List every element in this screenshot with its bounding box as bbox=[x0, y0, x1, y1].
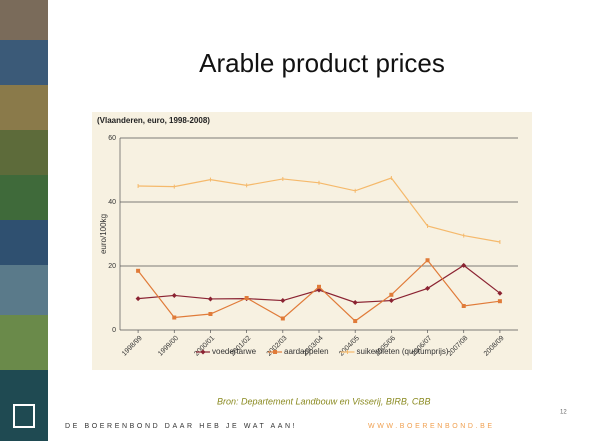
marker bbox=[280, 298, 286, 304]
marker bbox=[388, 298, 394, 304]
footer-url: WWW.BOERENBOND.BE bbox=[368, 423, 495, 430]
marker bbox=[389, 292, 394, 297]
marker bbox=[425, 258, 430, 263]
marker bbox=[461, 304, 466, 308]
legend-label: voedertarwe bbox=[212, 347, 257, 356]
marker bbox=[208, 312, 213, 316]
y-tick-label: 40 bbox=[108, 199, 116, 206]
photo bbox=[0, 265, 48, 315]
logo bbox=[13, 404, 35, 428]
chart-subtitle: (Vlaanderen, euro, 1998-2008) bbox=[97, 116, 210, 125]
photo bbox=[0, 130, 48, 175]
marker bbox=[244, 296, 249, 300]
marker bbox=[171, 292, 177, 298]
photo-strip bbox=[0, 0, 48, 441]
photo bbox=[0, 315, 48, 370]
y-tick-label: 20 bbox=[108, 263, 116, 270]
footer: DE BOERENBOND DAAR HEB JE WAT AAN! bbox=[65, 423, 297, 430]
marker bbox=[172, 315, 177, 320]
marker bbox=[273, 350, 278, 354]
marker bbox=[352, 299, 358, 305]
chart-background bbox=[92, 112, 532, 370]
marker bbox=[207, 296, 213, 302]
photo bbox=[0, 175, 48, 220]
marker bbox=[497, 290, 503, 296]
marker bbox=[136, 268, 141, 273]
marker bbox=[135, 296, 141, 302]
legend-label: aardappelen bbox=[284, 347, 328, 356]
marker bbox=[497, 299, 502, 304]
y-tick-label: 60 bbox=[108, 135, 116, 142]
marker bbox=[317, 284, 321, 289]
marker bbox=[353, 319, 358, 324]
page-number: 12 bbox=[560, 410, 567, 416]
photo bbox=[0, 40, 48, 85]
photo bbox=[0, 220, 48, 265]
photo bbox=[0, 85, 48, 130]
legend-label: suikerbieten (quotumprijs) bbox=[357, 347, 449, 356]
y-axis-label: euro/100kg bbox=[99, 214, 108, 254]
slide-title: Arable product prices bbox=[199, 48, 445, 78]
marker bbox=[280, 316, 285, 321]
photo bbox=[0, 0, 48, 40]
marker bbox=[461, 262, 467, 268]
source: Bron: Departement Landbouw en Visserij, … bbox=[217, 396, 430, 406]
marker bbox=[425, 285, 431, 291]
y-tick-label: 0 bbox=[112, 327, 116, 334]
marker bbox=[200, 349, 206, 355]
